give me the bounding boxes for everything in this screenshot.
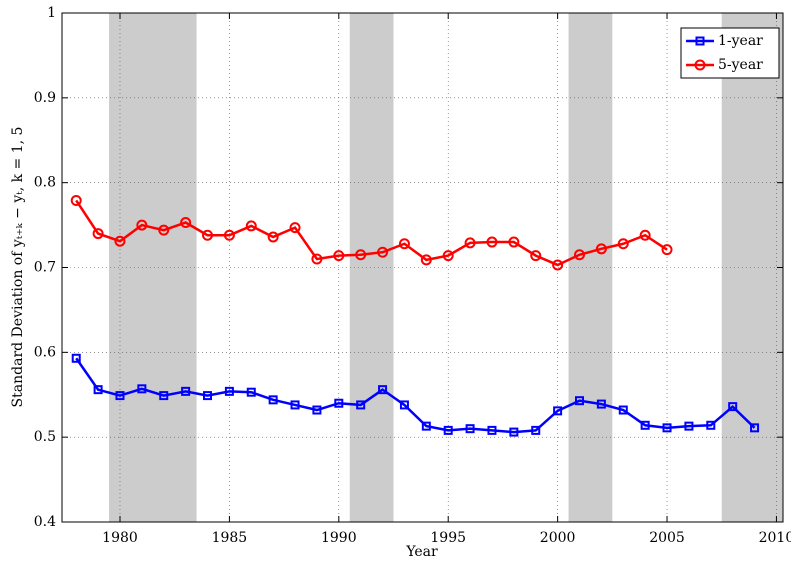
data-point	[203, 391, 213, 401]
data-point	[640, 420, 650, 430]
y-axis-label: Standard Deviation of yₜ₊ₖ − yₜ, k = 1, …	[10, 127, 26, 408]
data-point	[93, 385, 103, 395]
legend-box	[680, 27, 780, 79]
data-point	[137, 384, 147, 394]
x-axis-label: Year	[405, 544, 438, 560]
data-point	[509, 427, 519, 437]
data-point	[750, 423, 760, 433]
data-point	[136, 219, 148, 231]
data-point	[92, 228, 104, 240]
data-point	[311, 253, 323, 265]
data-point	[267, 231, 279, 243]
data-point	[70, 194, 82, 206]
data-point	[442, 250, 454, 262]
x-tick-label: 1985	[212, 530, 248, 546]
data-point	[290, 400, 300, 410]
shaded-period	[721, 13, 783, 522]
data-point	[399, 400, 409, 410]
data-point	[159, 391, 169, 401]
data-point	[378, 385, 388, 395]
data-point	[71, 353, 81, 363]
data-point	[575, 396, 585, 406]
data-point	[553, 406, 563, 416]
data-point	[356, 400, 366, 410]
data-point	[181, 386, 191, 396]
x-tick-label: 2005	[649, 530, 685, 546]
y-tick-label: 0.7	[34, 260, 56, 276]
data-point	[595, 243, 607, 255]
data-point	[268, 395, 278, 405]
y-tick-label: 0.5	[34, 429, 56, 445]
data-point	[115, 391, 125, 401]
data-point	[596, 399, 606, 409]
y-tick-label: 0.8	[34, 175, 56, 191]
data-point	[464, 237, 476, 249]
legend-marker	[695, 36, 705, 46]
data-point	[728, 402, 738, 412]
x-tick-label: 2010	[759, 530, 791, 546]
data-point	[158, 224, 170, 236]
y-tick-label: 0.6	[34, 344, 56, 360]
data-point	[639, 229, 651, 241]
data-point	[246, 387, 256, 397]
data-point	[223, 229, 235, 241]
y-tick-label: 0.9	[34, 90, 56, 106]
y-tick-label: 1	[47, 5, 56, 21]
data-point	[420, 254, 432, 266]
legend-label: 5-year	[718, 57, 763, 73]
data-point	[245, 220, 257, 232]
data-point	[530, 250, 542, 262]
data-point	[114, 235, 126, 247]
data-point	[487, 425, 497, 435]
data-point	[706, 420, 716, 430]
data-point	[355, 249, 367, 261]
data-point	[662, 423, 672, 433]
data-point	[531, 425, 541, 435]
x-tick-label: 1980	[102, 530, 138, 546]
data-point	[443, 425, 453, 435]
x-tick-label: 1990	[321, 530, 357, 546]
legend-marker	[694, 59, 706, 71]
data-point	[180, 217, 192, 229]
series-line	[75, 199, 668, 267]
data-point	[552, 259, 564, 271]
data-point	[398, 238, 410, 250]
data-point	[312, 405, 322, 415]
data-point	[289, 222, 301, 234]
data-point	[333, 250, 345, 262]
plot-frame	[61, 12, 784, 523]
x-tick-label: 1995	[430, 530, 466, 546]
data-point	[661, 244, 673, 256]
data-point	[224, 386, 234, 396]
data-point	[618, 405, 628, 415]
x-tick-label: 2000	[540, 530, 576, 546]
data-point	[377, 246, 389, 258]
data-point	[574, 249, 586, 261]
data-point	[202, 229, 214, 241]
shaded-period	[109, 13, 197, 522]
data-point	[486, 236, 498, 248]
y-tick-label: 0.4	[34, 514, 56, 530]
legend-label: 1-year	[718, 33, 763, 49]
data-point	[421, 421, 431, 431]
data-point	[684, 421, 694, 431]
data-point	[465, 424, 475, 434]
data-point	[617, 238, 629, 250]
data-point	[508, 236, 520, 248]
data-point	[334, 398, 344, 408]
